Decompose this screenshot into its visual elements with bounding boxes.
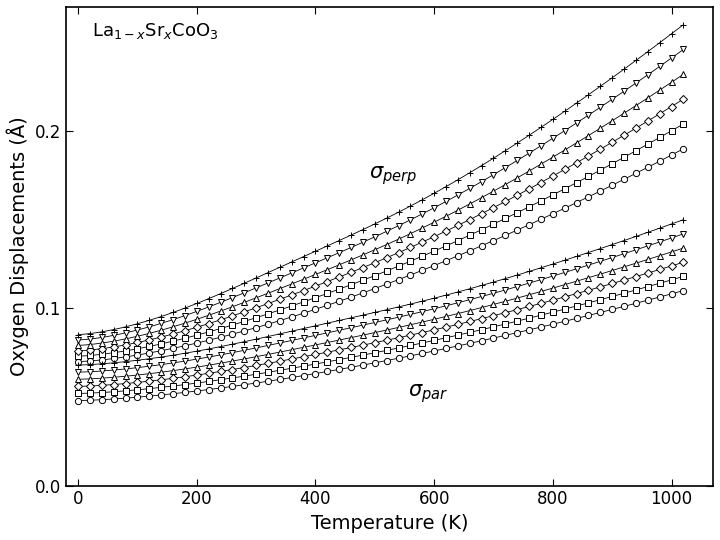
Text: La$_{1-x}$Sr$_x$CoO$_3$: La$_{1-x}$Sr$_x$CoO$_3$ [92, 21, 219, 41]
Text: $\sigma_{perp}$: $\sigma_{perp}$ [369, 164, 417, 187]
X-axis label: Temperature (K): Temperature (K) [311, 514, 469, 533]
Text: $\sigma_{par}$: $\sigma_{par}$ [408, 382, 449, 405]
Y-axis label: Oxygen Displacements (Å): Oxygen Displacements (Å) [7, 117, 30, 376]
